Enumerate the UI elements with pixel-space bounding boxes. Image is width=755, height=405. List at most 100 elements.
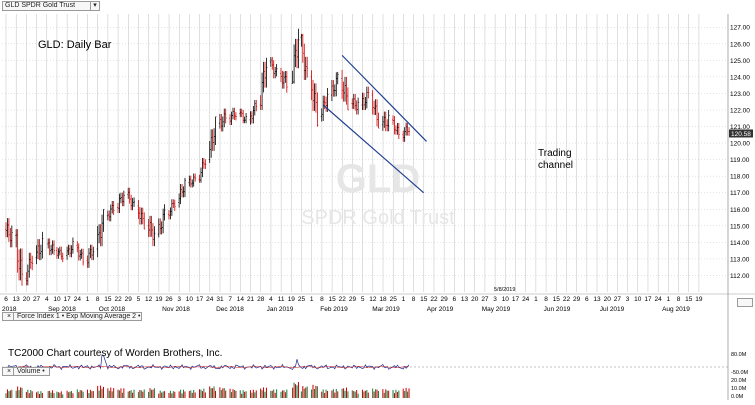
price-tick-label: 115.00 — [730, 223, 750, 230]
volume-bar — [215, 390, 217, 398]
volume-bar — [321, 391, 323, 398]
volume-bar — [107, 388, 109, 398]
date-tick-label: 3 — [177, 296, 181, 303]
volume-bar — [193, 389, 195, 398]
price-tick-label: 126.00 — [730, 41, 750, 48]
volume-bar — [132, 392, 134, 398]
volume-pane: 20.0M 10.0M 0.0M — [5, 378, 747, 400]
last-price-tag-box — [729, 129, 753, 138]
price-tick-label: 127.00 — [730, 25, 750, 32]
force-scale-label: 80.0M — [731, 352, 747, 358]
date-tick-label: 13 — [461, 296, 469, 303]
volume-bar — [178, 391, 180, 398]
grid-layer — [2, 14, 728, 292]
volume-bar — [164, 391, 166, 398]
volume-scale-label: 20.0M — [731, 378, 747, 384]
price-axis: 112.00 113.00 114.00 115.00 116.00 117.00 118.… — [727, 14, 753, 400]
volume-bar — [129, 390, 131, 398]
volume-bar — [76, 389, 78, 398]
volume-bar — [212, 388, 214, 398]
date-tick-label: 10 — [502, 296, 510, 303]
current-date-label: 5/8/2019 — [494, 287, 515, 293]
date-tick-label: 4 — [45, 296, 49, 303]
channel-line-upper — [341, 54, 427, 142]
volume-bar — [121, 392, 123, 398]
close-icon[interactable]: × — [5, 313, 14, 320]
volume-bar — [344, 390, 346, 398]
date-tick-label: 11 — [278, 296, 285, 303]
volume-bar — [159, 390, 161, 398]
volume-bar — [239, 390, 241, 398]
date-tick-label: 10 — [634, 296, 642, 303]
calendar-icon[interactable] — [737, 298, 753, 307]
volume-bar — [363, 391, 365, 398]
volume-bar — [49, 390, 51, 398]
volume-bar — [245, 391, 247, 398]
volume-bar — [194, 392, 196, 398]
volume-bar — [254, 392, 256, 398]
volume-header[interactable]: × Volume • — [2, 367, 50, 376]
volume-bar — [322, 389, 324, 398]
volume-bar — [108, 390, 110, 398]
volume-bar — [393, 393, 395, 398]
volume-bar — [405, 387, 407, 398]
credit-text: TC2000 Chart courtesy of Worden Brothers… — [8, 348, 222, 359]
volume-bar — [273, 389, 275, 398]
date-tick-label: 13 — [13, 296, 21, 303]
date-tick-label: 1 — [310, 296, 314, 303]
volume-bar — [251, 392, 253, 398]
volume-bar — [260, 388, 262, 398]
volume-bar — [200, 389, 202, 398]
volume-bar — [62, 394, 64, 398]
volume-bar — [210, 388, 212, 398]
price-tick-label: 122.00 — [730, 107, 750, 114]
date-tick-label: 19 — [155, 296, 163, 303]
close-icon[interactable]: × — [5, 368, 14, 375]
month-label: Dec 2018 — [216, 306, 244, 313]
date-tick-label: 21 — [247, 296, 255, 303]
month-label: Oct 2018 — [99, 306, 126, 313]
volume-bar — [366, 390, 368, 398]
volume-bar — [153, 388, 155, 398]
volume-bar — [249, 390, 251, 398]
volume-bar — [219, 387, 221, 398]
date-tick-label: 27 — [33, 296, 41, 303]
date-tick-label: 3 — [626, 296, 630, 303]
volume-bar — [11, 389, 13, 398]
month-label: Jul 2019 — [600, 306, 625, 313]
volume-bar — [181, 393, 183, 398]
volume-bar — [101, 388, 103, 398]
date-tick-label: 8 — [412, 296, 416, 303]
volume-bar — [118, 390, 120, 398]
chart-title: GLD: Daily Bar — [38, 39, 112, 51]
date-tick-label: 20 — [604, 296, 612, 303]
date-tick-label: 8 — [544, 296, 548, 303]
volume-bar — [222, 388, 224, 398]
volume-bar — [395, 389, 397, 398]
volume-bar — [78, 392, 80, 398]
force-index-header[interactable]: × Force Index 1 • Exp Moving Average 2 • — [2, 312, 142, 321]
watermark-name: SPDR Gold Trust — [301, 207, 455, 229]
volume-bar — [152, 389, 154, 398]
chevron-down-icon[interactable]: ▾ — [90, 2, 99, 10]
volume-bar — [191, 392, 193, 398]
volume-bar — [232, 389, 234, 398]
price-tick-label: 117.00 — [730, 190, 750, 197]
volume-bar — [88, 393, 90, 398]
date-tick-label: 29 — [125, 296, 133, 303]
date-tick-label: 26 — [165, 296, 173, 303]
price-tick-label: 112.00 — [730, 273, 750, 280]
volume-bar — [140, 390, 142, 398]
volume-bar — [203, 388, 205, 398]
volume-bar — [8, 391, 10, 398]
month-label: Jun 2019 — [544, 306, 571, 313]
date-tick-label: 8 — [320, 296, 324, 303]
volume-bar — [113, 388, 115, 398]
symbol-selector[interactable]: GLD SPDR Gold Trust ▾ — [2, 1, 100, 11]
volume-bar — [148, 392, 150, 398]
volume-bar — [375, 389, 377, 398]
volume-bar — [151, 389, 152, 398]
volume-bar — [9, 390, 11, 398]
volume-bar — [255, 390, 257, 398]
